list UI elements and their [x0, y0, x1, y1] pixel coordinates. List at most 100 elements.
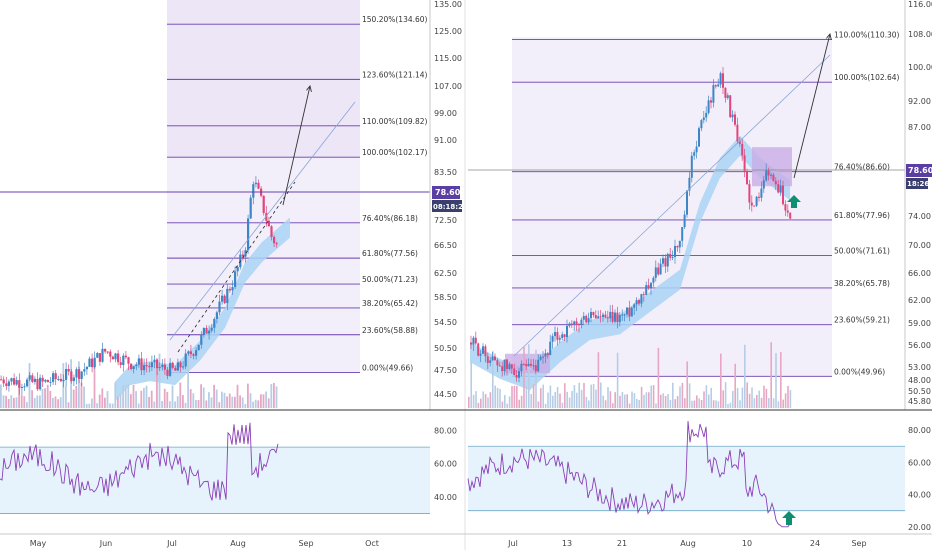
candle-body[interactable]: [556, 332, 559, 340]
candle-body[interactable]: [645, 285, 648, 295]
candle-body[interactable]: [179, 362, 182, 368]
candle-body[interactable]: [652, 277, 655, 283]
candle-body[interactable]: [611, 311, 614, 322]
candle-body[interactable]: [52, 373, 55, 382]
candle-body[interactable]: [208, 330, 211, 334]
candle-body[interactable]: [597, 316, 600, 319]
candle-body[interactable]: [707, 100, 710, 113]
candle-body[interactable]: [616, 312, 619, 323]
candle-body[interactable]: [166, 369, 169, 376]
candle-body[interactable]: [470, 342, 472, 345]
candle-body[interactable]: [140, 358, 143, 371]
candle-body[interactable]: [148, 366, 151, 368]
candle-body[interactable]: [666, 253, 669, 267]
candle-body[interactable]: [702, 117, 705, 121]
candle-body[interactable]: [705, 112, 708, 118]
candle-body[interactable]: [710, 100, 712, 103]
candle-body[interactable]: [231, 287, 234, 291]
candle-body[interactable]: [215, 312, 218, 319]
candle-body[interactable]: [594, 315, 597, 319]
left-rsi-panel[interactable]: 80.00 60.00 40.00: [0, 422, 457, 514]
candle-body[interactable]: [195, 350, 198, 356]
candle-body[interactable]: [731, 114, 734, 118]
candle-body[interactable]: [695, 146, 698, 153]
candle-body[interactable]: [486, 356, 489, 363]
candle-body[interactable]: [700, 120, 703, 129]
candle-body[interactable]: [647, 285, 650, 288]
candle-body[interactable]: [182, 366, 185, 368]
candle-body[interactable]: [221, 295, 224, 302]
candle-body[interactable]: [78, 369, 81, 379]
candle-body[interactable]: [738, 141, 741, 144]
candle-body[interactable]: [267, 220, 270, 227]
candle-body[interactable]: [609, 311, 612, 319]
candle-body[interactable]: [247, 218, 250, 251]
candle-body[interactable]: [265, 212, 268, 221]
candle-body[interactable]: [736, 124, 739, 142]
candle-body[interactable]: [633, 304, 636, 308]
candle-body[interactable]: [510, 364, 513, 369]
candle-body[interactable]: [527, 363, 530, 367]
candle-body[interactable]: [163, 364, 166, 370]
candle-body[interactable]: [650, 282, 652, 288]
candle-body[interactable]: [244, 250, 247, 257]
candle-body[interactable]: [122, 355, 125, 365]
candle-body[interactable]: [690, 155, 693, 178]
candle-body[interactable]: [226, 288, 229, 304]
candle-body[interactable]: [546, 353, 549, 356]
candle-body[interactable]: [520, 363, 523, 372]
candle-body[interactable]: [784, 204, 787, 211]
candle-body[interactable]: [623, 314, 626, 316]
candle-body[interactable]: [132, 366, 135, 370]
candle-body[interactable]: [161, 364, 164, 368]
left-price-axis[interactable]: 135.00 125.00 115.00 107.00 99.00 91.00 83.50 7…: [429, 0, 462, 410]
candle-body[interactable]: [106, 351, 109, 353]
candle-body[interactable]: [618, 315, 621, 323]
candle-body[interactable]: [28, 375, 31, 380]
candle-body[interactable]: [171, 362, 174, 368]
candle-body[interactable]: [474, 337, 477, 344]
candle-body[interactable]: [479, 353, 482, 356]
candle-body[interactable]: [39, 377, 42, 390]
candle-body[interactable]: [62, 379, 65, 382]
right-chart-panel[interactable]: 0.00%(49.96) 23.60%(59.21) 38.20%(65.78) 50…: [468, 30, 905, 408]
candle-body[interactable]: [158, 367, 161, 369]
candle-body[interactable]: [789, 212, 792, 219]
candle-body[interactable]: [638, 300, 640, 304]
candle-body[interactable]: [626, 307, 628, 315]
candle-body[interactable]: [671, 257, 674, 259]
candle-body[interactable]: [774, 181, 777, 185]
candle-body[interactable]: [592, 311, 595, 316]
candle-body[interactable]: [518, 371, 520, 378]
candle-body[interactable]: [604, 314, 607, 318]
candle-body[interactable]: [717, 84, 720, 87]
right-rsi-panel[interactable]: 80.00 60.00 40.00 20.00: [467, 421, 931, 532]
candle-body[interactable]: [472, 337, 475, 345]
left-chart-panel[interactable]: 0.00%(49.66) 23.60%(58.88) 38.20%(65.42) 50…: [0, 0, 430, 408]
candle-body[interactable]: [532, 365, 535, 367]
candle-body[interactable]: [18, 380, 21, 388]
candle-body[interactable]: [192, 354, 195, 356]
candle-body[interactable]: [674, 245, 676, 258]
candle-body[interactable]: [124, 355, 127, 358]
candle-body[interactable]: [72, 377, 75, 382]
candle-body[interactable]: [590, 311, 592, 319]
rsi-line[interactable]: [467, 421, 791, 528]
candle-body[interactable]: [484, 346, 487, 357]
candle-body[interactable]: [249, 197, 252, 219]
candle-body[interactable]: [494, 356, 496, 361]
candle-body[interactable]: [36, 378, 39, 390]
candle-body[interactable]: [88, 358, 91, 367]
candle-body[interactable]: [712, 85, 715, 103]
candle-body[interactable]: [273, 236, 276, 244]
candle-body[interactable]: [117, 353, 120, 363]
candle-body[interactable]: [67, 369, 70, 372]
candle-body[interactable]: [753, 205, 756, 207]
candle-body[interactable]: [98, 353, 101, 362]
candle-body[interactable]: [41, 377, 44, 382]
candle-body[interactable]: [654, 267, 657, 278]
candle-body[interactable]: [501, 366, 504, 372]
candle-body[interactable]: [137, 358, 140, 365]
candle-body[interactable]: [515, 375, 518, 378]
candle-body[interactable]: [477, 343, 480, 356]
